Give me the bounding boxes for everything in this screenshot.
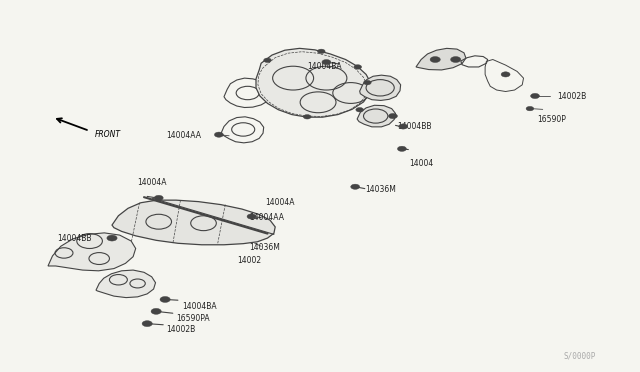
Circle shape <box>526 106 534 111</box>
Text: 14036M: 14036M <box>250 243 280 252</box>
Circle shape <box>354 65 362 69</box>
Text: 14004BA: 14004BA <box>307 62 342 71</box>
Text: 14004AA: 14004AA <box>166 131 202 140</box>
Circle shape <box>531 93 540 99</box>
Circle shape <box>351 184 360 189</box>
Text: 14004A: 14004A <box>266 198 295 207</box>
Text: 14004BA: 14004BA <box>182 302 217 311</box>
Text: 16590P: 16590P <box>538 115 566 124</box>
Circle shape <box>430 57 440 62</box>
Circle shape <box>303 115 311 119</box>
Text: FRONT: FRONT <box>95 130 121 139</box>
Text: 14004A: 14004A <box>138 178 167 187</box>
Polygon shape <box>256 48 371 117</box>
Circle shape <box>364 80 371 85</box>
Circle shape <box>399 124 408 129</box>
Circle shape <box>356 108 364 112</box>
Text: 14002B: 14002B <box>557 92 586 101</box>
Text: 14002: 14002 <box>237 256 261 265</box>
Circle shape <box>154 195 163 201</box>
Polygon shape <box>112 200 275 245</box>
Circle shape <box>264 58 271 62</box>
Text: S/0000P: S/0000P <box>563 352 596 361</box>
Circle shape <box>322 60 331 65</box>
Circle shape <box>247 214 256 219</box>
Text: 14036M: 14036M <box>365 185 396 194</box>
Text: 16590PA: 16590PA <box>176 314 210 323</box>
Circle shape <box>107 235 117 241</box>
Circle shape <box>142 321 152 327</box>
Circle shape <box>214 132 223 137</box>
Text: 14002B: 14002B <box>166 325 196 334</box>
Circle shape <box>451 57 461 62</box>
Text: 14004BB: 14004BB <box>58 234 92 243</box>
Text: 14004AA: 14004AA <box>250 213 285 222</box>
Circle shape <box>160 296 170 302</box>
Circle shape <box>397 146 406 151</box>
Circle shape <box>501 72 510 77</box>
Polygon shape <box>357 105 396 127</box>
Polygon shape <box>416 48 466 70</box>
Polygon shape <box>96 270 156 298</box>
Circle shape <box>151 308 161 314</box>
Circle shape <box>317 49 325 54</box>
Polygon shape <box>360 75 401 100</box>
Text: 14004: 14004 <box>410 159 434 168</box>
Polygon shape <box>48 233 136 271</box>
Circle shape <box>388 113 397 119</box>
Text: 14004BB: 14004BB <box>397 122 431 131</box>
